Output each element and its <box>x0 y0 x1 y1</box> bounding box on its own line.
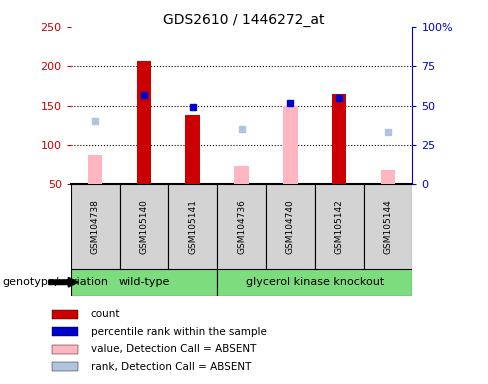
Bar <box>332 94 346 184</box>
Bar <box>364 184 412 269</box>
Bar <box>168 184 217 269</box>
Bar <box>52 328 78 336</box>
Text: rank, Detection Call = ABSENT: rank, Detection Call = ABSENT <box>91 362 251 372</box>
Text: GSM105144: GSM105144 <box>384 199 392 254</box>
Text: GSM104738: GSM104738 <box>91 199 100 254</box>
Text: GSM104736: GSM104736 <box>237 199 246 254</box>
Bar <box>52 362 78 371</box>
Bar <box>283 106 298 184</box>
Bar <box>217 184 266 269</box>
Bar <box>185 115 200 184</box>
Text: count: count <box>91 309 120 319</box>
Bar <box>315 184 364 269</box>
Bar <box>52 345 78 354</box>
Text: wild-type: wild-type <box>118 277 170 287</box>
Bar <box>266 184 315 269</box>
Bar <box>120 184 168 269</box>
Text: GSM105141: GSM105141 <box>188 199 197 254</box>
Bar <box>52 310 78 319</box>
Bar <box>71 269 217 296</box>
Bar <box>234 166 249 184</box>
Bar <box>217 269 412 296</box>
Bar <box>71 184 120 269</box>
Bar <box>381 170 395 184</box>
Text: GSM104740: GSM104740 <box>286 199 295 254</box>
Text: percentile rank within the sample: percentile rank within the sample <box>91 327 266 337</box>
Text: glycerol kinase knockout: glycerol kinase knockout <box>245 277 384 287</box>
Text: GDS2610 / 1446272_at: GDS2610 / 1446272_at <box>163 13 325 27</box>
Bar <box>88 155 102 184</box>
Text: GSM105142: GSM105142 <box>335 199 344 254</box>
Text: value, Detection Call = ABSENT: value, Detection Call = ABSENT <box>91 344 256 354</box>
Text: GSM105140: GSM105140 <box>140 199 148 254</box>
Text: genotype/variation: genotype/variation <box>2 277 108 287</box>
Bar <box>137 61 151 184</box>
